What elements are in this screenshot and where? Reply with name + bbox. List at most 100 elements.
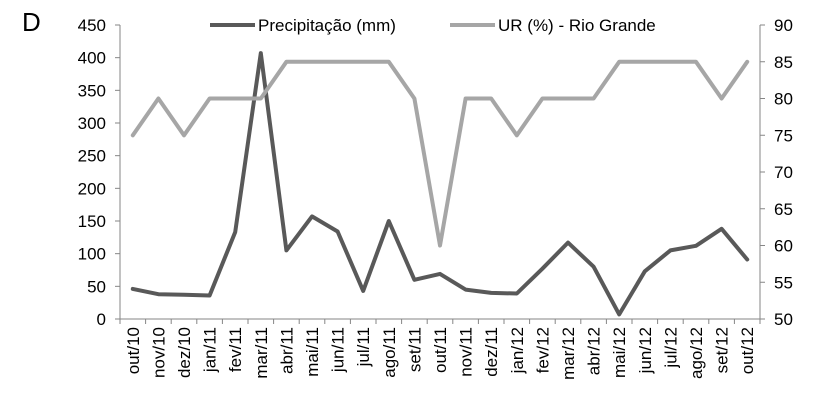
humidity-point [412, 97, 416, 100]
humidity-point [259, 97, 263, 100]
precipitation-point [438, 272, 442, 276]
precipitation-point [540, 267, 544, 271]
y-right-tick-label: 85 [774, 53, 793, 72]
legend-label: UR (%) - Rio Grande [498, 16, 656, 35]
y-right-tick-label: 70 [774, 163, 793, 182]
y-right-tick-label: 80 [774, 90, 793, 109]
precipitation-point [617, 312, 621, 316]
precipitation-point [566, 241, 570, 245]
humidity-point [592, 97, 596, 100]
precipitation-point [668, 248, 672, 252]
precipitation-point [489, 291, 493, 295]
y-left-tick-label: 50 [87, 277, 106, 296]
humidity-point [208, 97, 212, 100]
x-tick-label: fev/11 [226, 327, 245, 372]
x-tick-label: abr/11 [277, 327, 296, 374]
precipitation-point [361, 289, 365, 293]
x-tick-label: jul/12 [661, 327, 680, 369]
humidity-point [720, 97, 724, 100]
y-left-tick-label: 250 [78, 147, 106, 166]
precipitation-point [412, 278, 416, 282]
y-right-tick-label: 90 [774, 16, 793, 35]
y-right-tick-label: 65 [774, 200, 793, 219]
humidity-point [233, 97, 237, 100]
humidity-point [310, 60, 314, 64]
humidity-point [284, 60, 288, 64]
precipitation-point [182, 293, 186, 297]
humidity-point [540, 97, 544, 100]
humidity-point [361, 60, 365, 64]
x-tick-label: jun/12 [636, 327, 655, 374]
y-left-tick-label: 450 [78, 16, 106, 35]
x-tick-label: jan/12 [508, 327, 527, 374]
x-tick-label: jan/11 [201, 327, 220, 373]
y-right-tick-label: 75 [774, 126, 793, 145]
humidity-point [156, 97, 160, 100]
precipitation-point [643, 269, 647, 273]
x-tick-label: mar/11 [252, 327, 271, 379]
humidity-point [182, 133, 186, 137]
humidity-point [438, 244, 442, 247]
x-tick-label: dez/11 [482, 327, 501, 377]
x-tick-label: out/10 [124, 327, 143, 374]
x-tick-label: set/12 [713, 327, 732, 373]
x-tick-label: mai/12 [610, 327, 629, 378]
y-right-tick-label: 60 [774, 237, 793, 256]
y-left-tick-label: 200 [78, 179, 106, 198]
precipitation-point [131, 287, 135, 291]
y-left-tick-label: 150 [78, 212, 106, 231]
x-tick-label: ago/11 [380, 327, 399, 378]
x-tick-label: set/11 [405, 327, 424, 372]
humidity-point [566, 97, 570, 100]
humidity-point [464, 97, 468, 100]
y-left-tick-label: 350 [78, 81, 106, 100]
humidity-point [617, 60, 621, 64]
precipitation-point [745, 258, 749, 262]
y-left-tick-label: 400 [78, 49, 106, 68]
precipitation-point [156, 292, 160, 296]
x-tick-label: mar/12 [559, 327, 578, 380]
x-tick-label: jun/11 [329, 327, 348, 373]
y-right-tick-label: 50 [774, 310, 793, 329]
x-tick-label: dez/10 [175, 327, 194, 378]
precipitation-point [310, 214, 314, 218]
precipitation-point [387, 219, 391, 223]
precipitation-point [464, 288, 468, 292]
legend-label: Precipitação (mm) [258, 16, 396, 35]
humidity-point [131, 133, 135, 137]
precipitation-point [284, 248, 288, 252]
y-right-tick-label: 55 [774, 273, 793, 292]
x-tick-label: fev/12 [533, 327, 552, 373]
precipitation-point [208, 293, 212, 297]
x-tick-label: abr/12 [585, 327, 604, 375]
humidity-point [336, 60, 340, 64]
x-tick-label: out/11 [431, 327, 450, 373]
humidity-point [745, 60, 749, 64]
x-tick-label: nov/11 [457, 327, 476, 377]
humidity-point [515, 133, 519, 137]
y-left-tick-label: 300 [78, 114, 106, 133]
precipitation-point [233, 230, 237, 234]
panel-label: D [22, 7, 41, 37]
x-tick-label: ago/12 [687, 327, 706, 379]
precipitation-point [694, 244, 698, 248]
precipitation-point [336, 229, 340, 233]
humidity-point [489, 97, 493, 100]
precipitation-point [720, 227, 724, 231]
y-left-tick-label: 0 [97, 310, 106, 329]
y-left-tick-label: 100 [78, 245, 106, 264]
precipitation-point [259, 51, 263, 55]
humidity-series-line [130, 59, 750, 248]
precipitation-point [592, 265, 596, 269]
humidity-point [643, 60, 647, 64]
x-tick-label: out/12 [738, 327, 757, 374]
x-tick-label: mai/11 [303, 327, 322, 377]
humidity-point [668, 60, 672, 64]
humidity-point [387, 60, 391, 64]
precipitation-point [515, 292, 519, 296]
x-tick-label: nov/10 [149, 327, 168, 378]
humidity-point [694, 60, 698, 64]
x-tick-label: jul/11 [354, 327, 373, 367]
